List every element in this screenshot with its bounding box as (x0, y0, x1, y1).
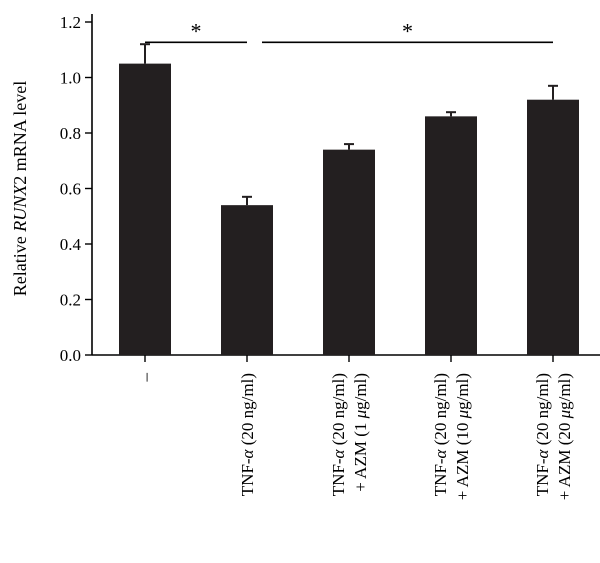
x-axis-labels: –TNF-α (20 ng/ml)TNF-α (20 ng/ml)+ AZM (… (136, 355, 574, 500)
y-tick-label: 0.4 (60, 235, 82, 254)
bar (119, 63, 171, 355)
error-bar (140, 43, 150, 64)
x-category-label: + AZM (10 μg/ml) (453, 373, 472, 500)
significance-star: * (402, 18, 413, 43)
error-bars (140, 43, 558, 206)
error-bar (344, 143, 354, 150)
x-category-label: + AZM (20 μg/ml) (555, 373, 574, 500)
y-tick-label: 0.8 (60, 124, 81, 143)
y-axis-label: Relative RUNX2 mRNA level (10, 81, 30, 296)
bar (425, 116, 477, 355)
x-category-label: TNF-α (20 ng/ml) (238, 373, 257, 496)
x-category-label: TNF-α (20 ng/ml) (533, 373, 552, 496)
bar (323, 149, 375, 355)
error-bar (548, 84, 558, 100)
y-tick-label: 0.2 (60, 291, 81, 310)
y-tick-label: 0.6 (60, 180, 81, 199)
x-category-label: TNF-α (20 ng/ml) (329, 373, 348, 496)
bar (221, 205, 273, 355)
bar (527, 99, 579, 355)
significance-star: * (191, 18, 202, 43)
x-category-label: TNF-α (20 ng/ml) (431, 373, 450, 496)
x-category-label: + AZM (1 μg/ml) (351, 373, 370, 492)
y-tick-label: 1.2 (60, 13, 81, 32)
error-bar (446, 111, 456, 117)
y-axis-ticks: 0.0 0.2 0.4 0.6 0.8 1.0 1.2 (60, 13, 92, 365)
y-tick-label: 1.0 (60, 69, 81, 88)
error-bar (242, 195, 252, 206)
y-tick-label: 0.0 (60, 346, 81, 365)
bars (119, 63, 579, 355)
x-category-label: – (136, 373, 155, 383)
significance-markers: * * (145, 18, 553, 43)
